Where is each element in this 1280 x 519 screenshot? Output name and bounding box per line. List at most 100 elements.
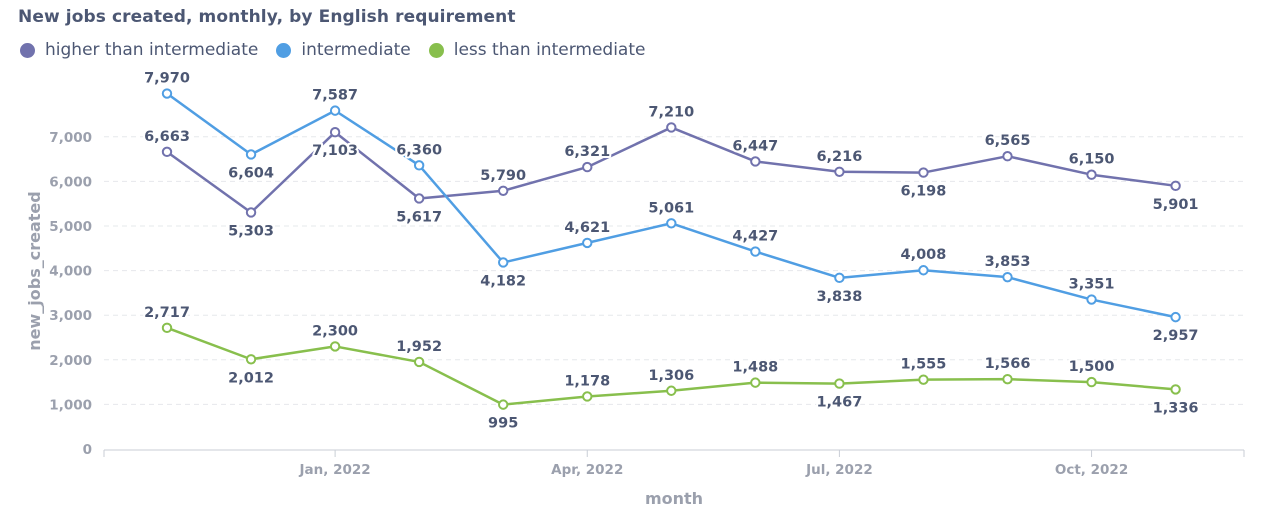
data-point-0-1 (245, 207, 257, 218)
data-point-1-11 (1086, 294, 1097, 305)
x-tick-label: Jul, 2022 (805, 462, 873, 478)
chart-title: New jobs created, monthly, by English re… (18, 7, 516, 27)
data-label-0-0: 6,663 (144, 129, 190, 145)
y-axis-title: new_jobs_created (25, 191, 44, 350)
data-point-0-11 (1086, 169, 1097, 180)
legend-label: intermediate (301, 40, 411, 60)
data-point-2-11 (1086, 376, 1097, 388)
legend-label: less than intermediate (453, 40, 646, 60)
data-point-0-4 (498, 185, 509, 196)
data-point-0-3 (413, 193, 425, 204)
data-point-2-10 (1002, 373, 1013, 385)
x-tick-label: Apr, 2022 (551, 462, 623, 478)
data-point-1-10 (1002, 271, 1013, 283)
x-axis-title: month (645, 489, 703, 508)
data-label-1-10: 3,853 (985, 254, 1031, 270)
y-tick-label: 6,000 (49, 174, 92, 190)
y-tick-label: 4,000 (49, 264, 92, 280)
data-label-0-6: 7,210 (648, 104, 694, 120)
data-point-0-9 (918, 167, 929, 178)
data-label-0-7: 6,447 (732, 138, 778, 154)
data-label-1-5: 4,621 (564, 220, 610, 236)
data-point-1-2 (329, 105, 341, 116)
data-label-0-9: 6,198 (901, 184, 947, 200)
data-point-2-12 (1170, 384, 1181, 395)
data-label-1-12: 2,957 (1153, 328, 1199, 344)
data-label-0-10: 6,565 (985, 133, 1031, 149)
data-label-0-12: 5,901 (1153, 197, 1199, 213)
y-tick-label: 5,000 (49, 219, 92, 235)
data-label-1-0: 7,970 (144, 71, 190, 87)
data-label-2-3: 1,952 (396, 339, 442, 355)
data-label-2-2: 2,300 (312, 323, 358, 339)
data-label-0-11: 6,150 (1069, 152, 1115, 168)
data-label-0-2: 7,103 (312, 143, 358, 159)
data-point-1-5 (582, 237, 593, 249)
legend-item-1[interactable]: intermediate (276, 40, 411, 60)
legend-item-2[interactable]: less than intermediate (428, 40, 646, 60)
data-point-0-10 (1002, 151, 1013, 162)
y-tick-label: 1,000 (49, 397, 92, 413)
data-label-0-8: 6,216 (816, 149, 862, 165)
legend-item-0[interactable]: higher than intermediate (20, 40, 258, 60)
data-label-2-1: 2,012 (228, 370, 274, 386)
data-point-2-8 (834, 378, 845, 389)
y-tick-label: 7,000 (49, 130, 92, 146)
data-point-2-4 (498, 399, 509, 410)
data-point-0-7 (750, 156, 761, 167)
data-point-0-6 (666, 122, 677, 133)
data-label-1-8: 3,838 (816, 289, 862, 305)
data-point-2-5 (582, 391, 593, 402)
data-point-2-9 (918, 374, 929, 385)
x-tick-label: Jan, 2022 (299, 462, 371, 478)
data-label-1-4: 4,182 (480, 273, 526, 289)
data-point-2-7 (750, 377, 761, 388)
y-tick-label: 2,000 (49, 353, 92, 369)
data-label-2-0: 2,717 (144, 305, 190, 321)
data-point-2-1 (245, 354, 257, 365)
data-label-0-5: 6,321 (564, 144, 610, 160)
data-point-0-2 (329, 127, 341, 138)
data-point-1-4 (498, 257, 509, 268)
data-label-0-4: 5,790 (480, 168, 526, 184)
data-label-2-4: 995 (488, 416, 518, 432)
data-point-2-2 (329, 341, 341, 352)
data-point-1-9 (918, 265, 929, 276)
x-tick-label: Oct, 2022 (1055, 462, 1128, 478)
data-label-1-1: 6,604 (228, 165, 274, 181)
data-point-0-0 (161, 146, 173, 158)
data-label-0-1: 5,303 (228, 223, 274, 239)
y-tick-label: 3,000 (49, 308, 92, 324)
legend: higher than intermediate intermediate less… (20, 40, 663, 60)
data-label-2-10: 1,566 (985, 356, 1031, 372)
data-point-1-7 (750, 246, 761, 257)
data-label-2-9: 1,555 (901, 357, 947, 373)
y-tick-label: 0 (83, 442, 92, 458)
data-point-0-12 (1170, 180, 1181, 192)
data-label-2-11: 1,500 (1069, 359, 1115, 375)
legend-dot-icon (20, 42, 35, 58)
data-label-1-6: 5,061 (648, 200, 694, 216)
data-label-1-11: 3,351 (1069, 277, 1115, 293)
data-point-0-8 (834, 166, 845, 177)
data-point-2-6 (666, 385, 677, 396)
legend-label: higher than intermediate (45, 40, 259, 60)
data-point-1-0 (161, 88, 173, 99)
data-label-1-7: 4,427 (732, 229, 778, 245)
data-point-2-0 (161, 322, 173, 334)
legend-dot-icon (428, 42, 444, 58)
data-point-1-8 (834, 272, 845, 284)
data-point-0-5 (582, 161, 593, 173)
data-label-2-8: 1,467 (816, 395, 862, 411)
data-point-1-12 (1170, 311, 1181, 323)
data-label-2-12: 1,336 (1153, 400, 1199, 416)
data-point-1-6 (666, 218, 677, 229)
data-label-1-3: 6,360 (396, 142, 442, 158)
data-point-2-3 (413, 356, 425, 368)
data-label-0-3: 5,617 (396, 209, 442, 225)
data-label-1-2: 7,587 (312, 88, 358, 104)
data-point-1-3 (413, 160, 425, 171)
data-point-1-1 (245, 149, 257, 160)
data-label-2-5: 1,178 (564, 373, 610, 389)
